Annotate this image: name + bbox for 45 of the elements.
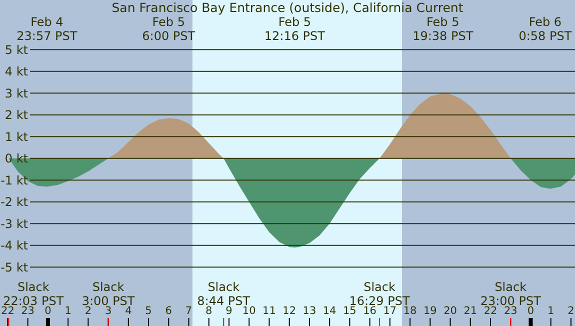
x-tick-label: 2 <box>568 305 574 317</box>
x-tick-label: 6 <box>165 305 172 317</box>
x-tick-label: 8 <box>206 305 212 317</box>
x-tick-label: 22 <box>1 305 14 317</box>
annotation: Feb 5 12:16 PST <box>264 15 326 43</box>
x-tick-label: 23 <box>504 305 518 317</box>
x-tick-label: 15 <box>343 305 356 317</box>
x-tick-label: 1 <box>548 305 554 317</box>
x-tick-label: 20 <box>444 305 457 317</box>
x-tick-label: 19 <box>423 305 437 317</box>
x-tick-label: 2 <box>84 305 92 317</box>
x-tick-label: 21 <box>464 305 478 317</box>
chart-title: San Francisco Bay Entrance (outside), California Current <box>112 0 464 15</box>
y-tick-label: 2 kt <box>4 108 28 122</box>
y-tick-label: 3 kt <box>4 86 28 100</box>
annotation: Feb 4 23:57 PST <box>16 15 78 43</box>
x-tick-label: 22 <box>484 305 498 317</box>
x-tick-label: 16 <box>363 305 377 317</box>
x-tick-label: 7 <box>185 305 192 317</box>
y-tick-label: -3 kt <box>0 216 28 231</box>
x-tick-label: 10 <box>242 305 256 317</box>
x-tick-label: 5 <box>145 305 152 317</box>
x-tick-label: 4 <box>125 305 132 317</box>
x-tick-label: 9 <box>226 305 232 317</box>
x-tick-label: 1 <box>64 305 72 317</box>
y-tick-label: -2 kt <box>0 195 28 210</box>
x-tick-label: 18 <box>403 305 417 317</box>
annotation: Feb 6 0:58 PST <box>518 15 572 43</box>
x-tick-label: 14 <box>322 305 337 317</box>
annotation: Feb 5 6:00 PST <box>142 15 196 43</box>
x-tick-label: 17 <box>383 305 397 317</box>
x-tick-label: 0 <box>44 305 52 317</box>
y-tick-label: -5 kt <box>0 260 28 274</box>
y-tick-label: 5 kt <box>4 42 28 57</box>
x-tick-label: 11 <box>262 305 276 317</box>
y-tick-label: -1 kt <box>0 173 28 188</box>
x-tick-label: 13 <box>302 305 316 317</box>
y-tick-label: 1 kt <box>4 130 28 144</box>
x-tick-label: 0 <box>527 305 534 317</box>
x-tick-label: 12 <box>282 305 296 317</box>
y-tick-label: 4 kt <box>4 64 28 79</box>
annotation: Feb 5 19:38 PST <box>412 15 474 43</box>
x-tick-label: 3 <box>104 305 112 317</box>
y-tick-label: -4 kt <box>0 238 28 253</box>
x-tick-label: 23 <box>21 305 35 317</box>
